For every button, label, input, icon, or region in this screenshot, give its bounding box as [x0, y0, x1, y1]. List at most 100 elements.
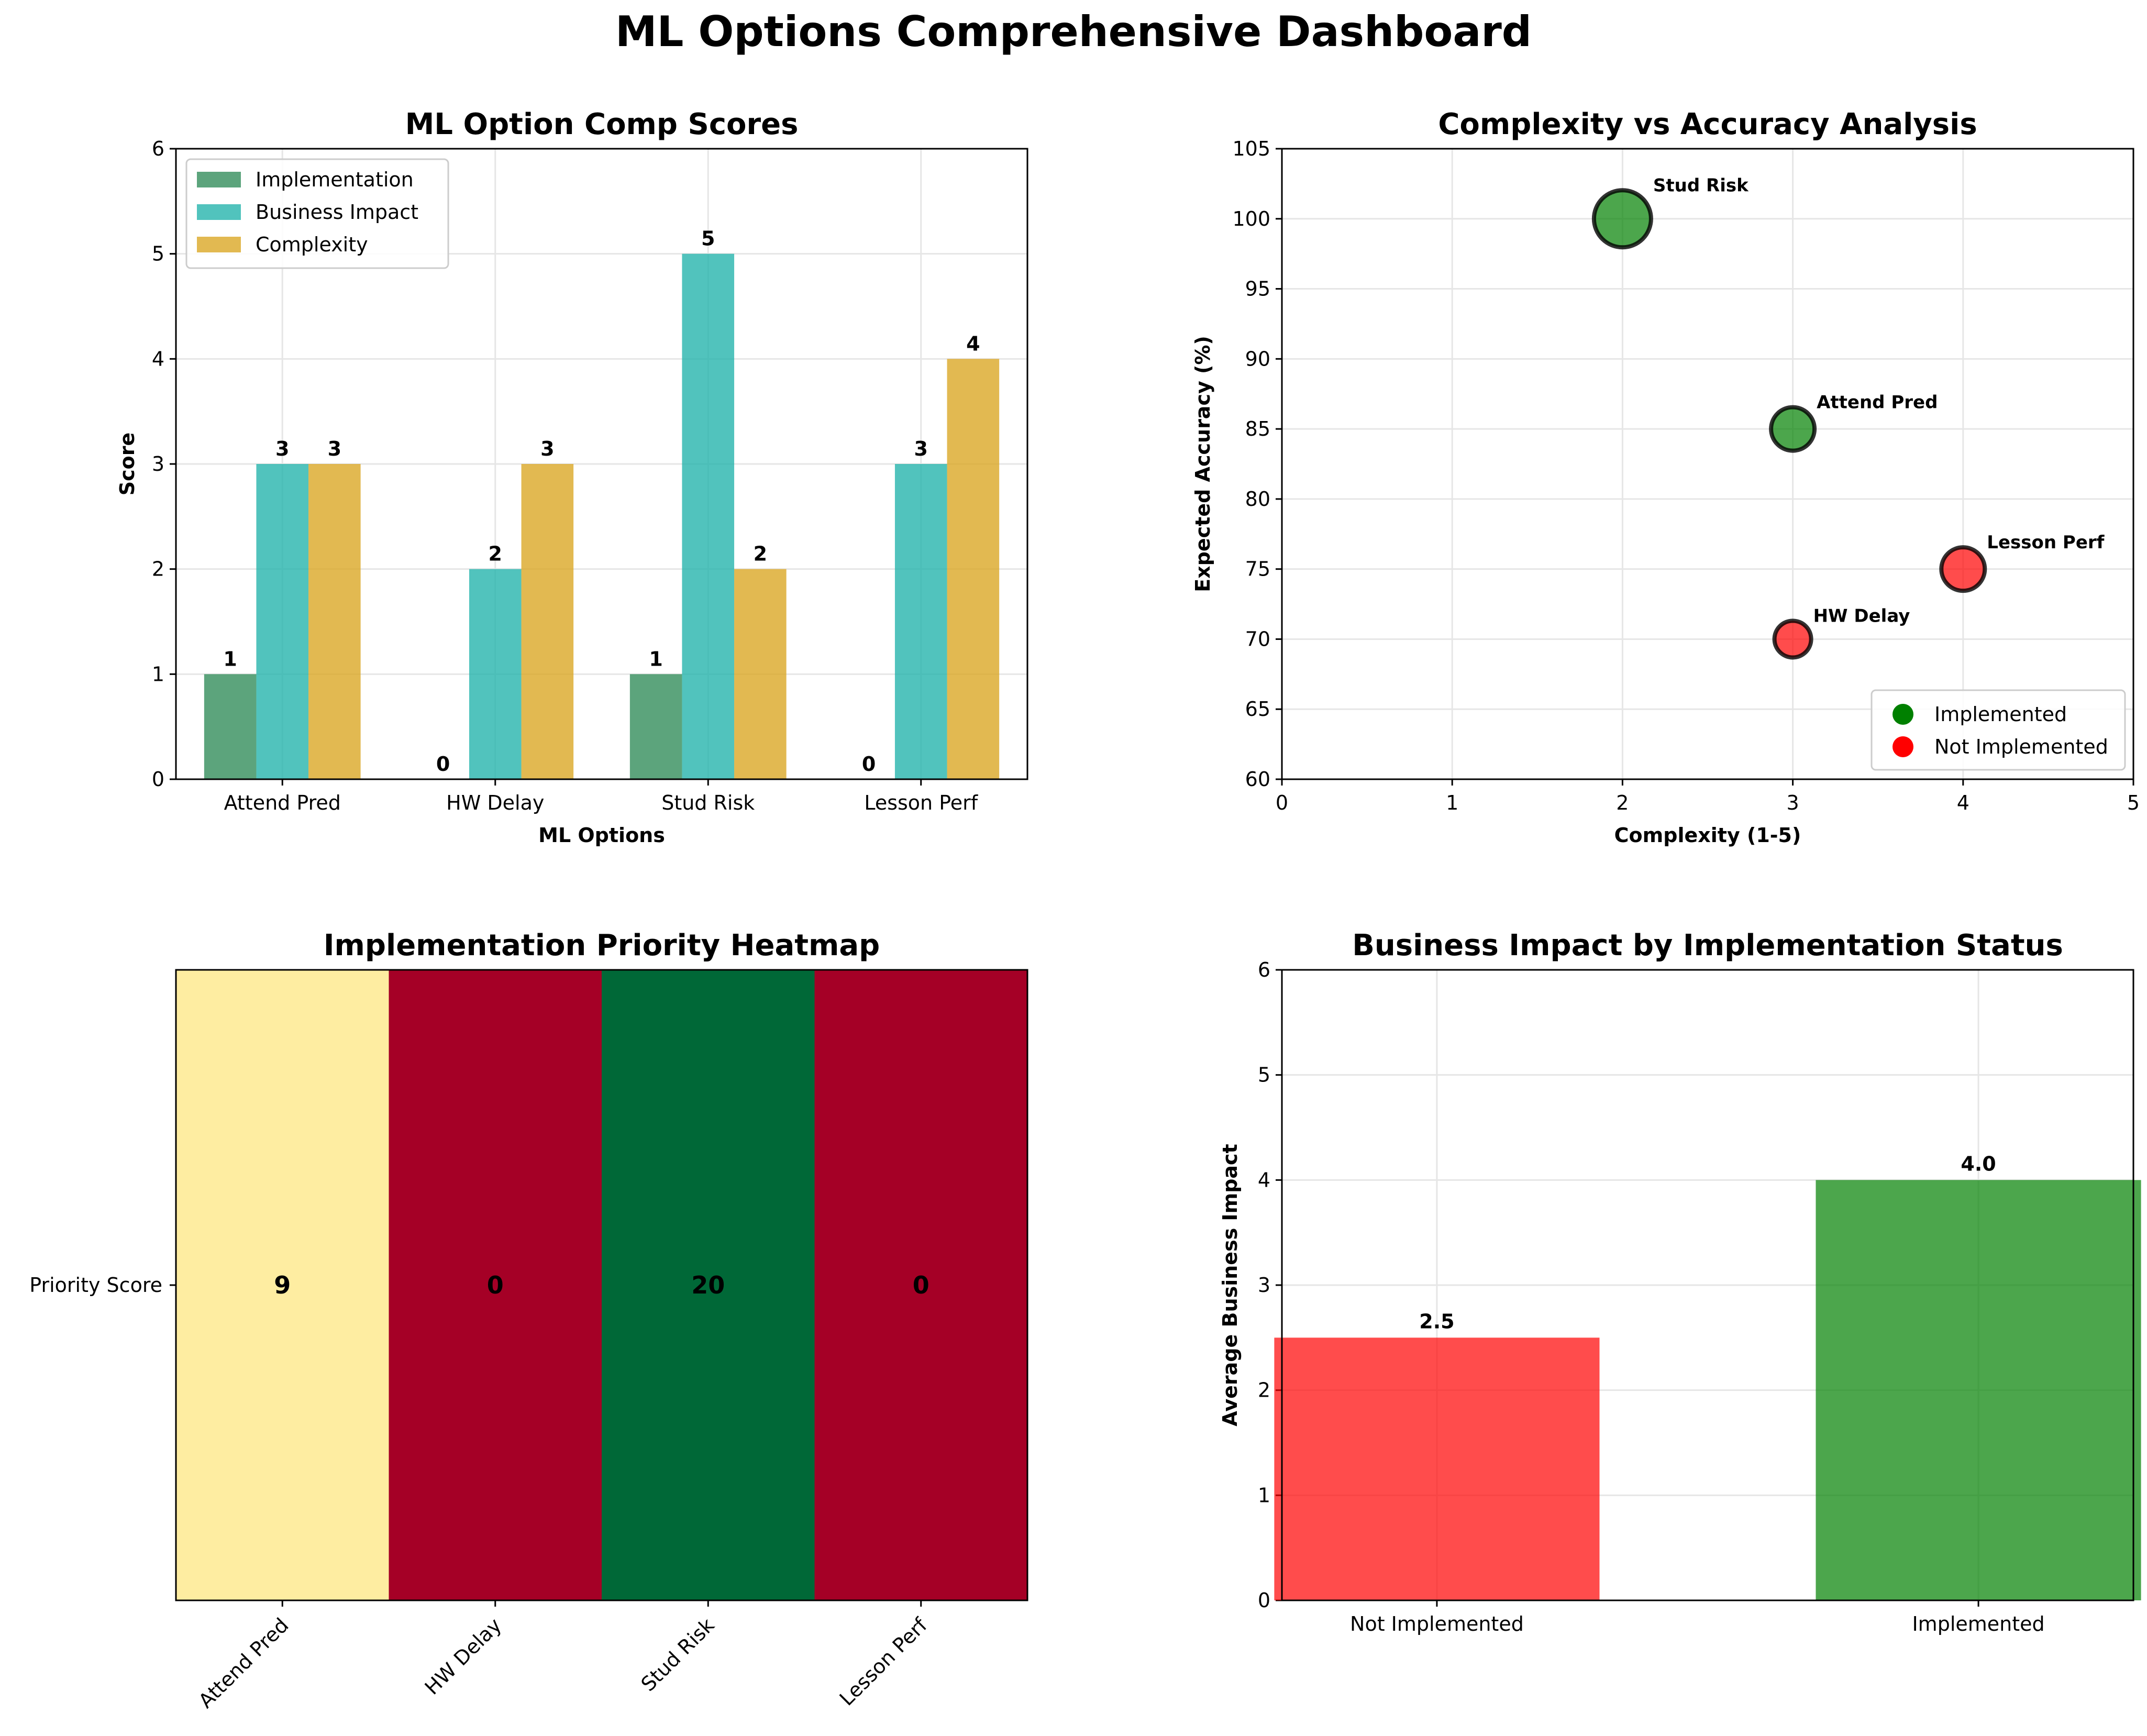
y-tick-label: 0: [152, 768, 164, 791]
y-tick-label: 2: [152, 558, 164, 581]
point-label: Stud Risk: [1653, 175, 1749, 196]
x-tick-label: Not Implemented: [1350, 1612, 1524, 1635]
y-tick-label: 85: [1245, 417, 1270, 440]
legend-label: Not Implemented: [1934, 735, 2108, 758]
legend-swatch: [197, 172, 241, 187]
axes-frame: [175, 148, 1028, 780]
bar-business-impact: [682, 253, 735, 780]
bar-business-impact: [469, 569, 522, 779]
bar-complexity: [947, 359, 1000, 779]
axes-frame: [1281, 969, 2134, 1601]
heatmap-cell: [602, 970, 815, 1600]
legend-swatch: [197, 204, 241, 220]
bar-value-label: 1: [649, 647, 662, 670]
bar-value-label: 4.0: [1961, 1152, 1996, 1175]
chart-legend: Implemented Not Implemented: [1871, 689, 2126, 771]
bar-complexity: [521, 464, 574, 779]
y-tick-label: 95: [1245, 278, 1270, 301]
bar-complexity: [734, 569, 787, 779]
status-bar: [1274, 1337, 1600, 1600]
y-tick-label: 5: [152, 242, 164, 266]
bar-implementation: [204, 674, 257, 779]
axes-frame: [1281, 148, 2134, 780]
bar-value-label: 0: [436, 753, 450, 776]
y-axis-label: Expected Accuracy (%): [1191, 336, 1214, 592]
heatmap-cell: [389, 970, 602, 1600]
y-axis-label: Average Business Impact: [1219, 1144, 1242, 1426]
bar-value-label: 1: [223, 647, 237, 670]
legend-label: Complexity: [256, 233, 368, 256]
x-tick-label: Lesson Perf: [864, 791, 978, 814]
y-tick-label: 5: [1258, 1064, 1270, 1087]
y-tick-label: 4: [1258, 1168, 1270, 1191]
y-tick-label: 3: [152, 452, 164, 476]
heatmap-cell: [814, 970, 1028, 1600]
heatmap-cell-value: 9: [274, 1271, 291, 1299]
y-tick-label: 0: [1258, 1589, 1270, 1612]
y-tick-label: 90: [1245, 347, 1270, 370]
point-label: Attend Pred: [1817, 392, 1938, 413]
y-tick-label: 70: [1245, 627, 1270, 650]
bar-value-label: 3: [328, 437, 341, 460]
chart-title: Business Impact by Implementation Status: [1352, 928, 2063, 963]
chart-title: ML Option Comp Scores: [405, 107, 799, 141]
status-bar: [1816, 1180, 2141, 1600]
bar-value-label: 2: [489, 543, 502, 566]
chart-title: Implementation Priority Heatmap: [324, 928, 880, 963]
y-tick-label: 60: [1245, 768, 1270, 791]
legend-box: [185, 158, 449, 269]
chart-legend: Implementation Business Impact Complexity: [185, 158, 449, 269]
y-tick-label: 1: [152, 662, 164, 685]
x-tick-label: Implemented: [1912, 1612, 2044, 1635]
point-label: Lesson Perf: [1987, 532, 2105, 553]
bar-value-label: 4: [966, 332, 980, 355]
x-axis-label: Complexity (1-5): [1614, 824, 1801, 847]
x-tick-label: HW Delay: [446, 791, 544, 814]
y-tick-label: 65: [1245, 698, 1270, 721]
point-label: HW Delay: [1813, 605, 1910, 626]
scatter-point: [1769, 405, 1817, 453]
heatmap-cell-value: 0: [487, 1271, 504, 1299]
legend-label: Implemented: [1934, 703, 2067, 726]
bar-value-label: 3: [275, 437, 289, 460]
legend-marker: [1893, 704, 1913, 725]
y-tick-label: 100: [1232, 207, 1270, 230]
bar-value-label: 2.5: [1419, 1310, 1454, 1333]
legend-marker: [1893, 736, 1913, 757]
y-axis-label: Score: [116, 433, 139, 496]
y-tick-label: 80: [1245, 488, 1270, 511]
scatter-point: [1772, 618, 1813, 660]
x-tick-label: Stud Risk: [661, 791, 755, 814]
bar-implementation: [629, 674, 682, 779]
bar-value-label: 3: [540, 437, 554, 460]
x-tick-label: 2: [1616, 791, 1629, 814]
heatmap-cell: [176, 970, 390, 1600]
y-tick-label: 3: [1258, 1274, 1270, 1297]
y-tick-label: 1: [1258, 1484, 1270, 1507]
legend-box: [1871, 689, 2126, 771]
y-tick-label: 4: [152, 347, 164, 370]
bar-value-label: 2: [754, 543, 767, 566]
x-tick-label: 0: [1276, 791, 1288, 814]
bar-business-impact: [256, 464, 309, 779]
x-tick-label: 4: [1957, 791, 1969, 814]
comp-scores-chart: 0 1 2 3 4 5 6 1 0 1 0 3 2 5 3 3 3 2 4 Attend Pred HW Delay St…: [116, 107, 1028, 847]
scatter-point: [1591, 188, 1653, 250]
bar-business-impact: [894, 464, 947, 779]
heatmap-cell-value: 0: [913, 1271, 929, 1299]
heatmap-cell-value: 20: [691, 1271, 725, 1299]
bar-complexity: [308, 464, 361, 779]
x-tick-label: Attend Pred: [224, 791, 341, 814]
bar-value-label: 0: [862, 753, 876, 776]
dashboard-title: ML Options Comprehensive Dashboard: [615, 7, 1532, 56]
y-tick-label: 75: [1245, 558, 1270, 581]
legend-swatch: [197, 237, 241, 252]
y-tick-label: 2: [1258, 1379, 1270, 1402]
axes-frame: [175, 969, 1028, 1601]
x-tick-label: 5: [2127, 791, 2140, 814]
complexity-accuracy-chart: 60 65 70 75 80 85 90 95 100 105 0 1 2 3 4 5 Attend Pred H…: [1191, 107, 2140, 847]
y-tick-label: 105: [1232, 137, 1270, 160]
chart-title: Complexity vs Accuracy Analysis: [1438, 107, 1977, 141]
